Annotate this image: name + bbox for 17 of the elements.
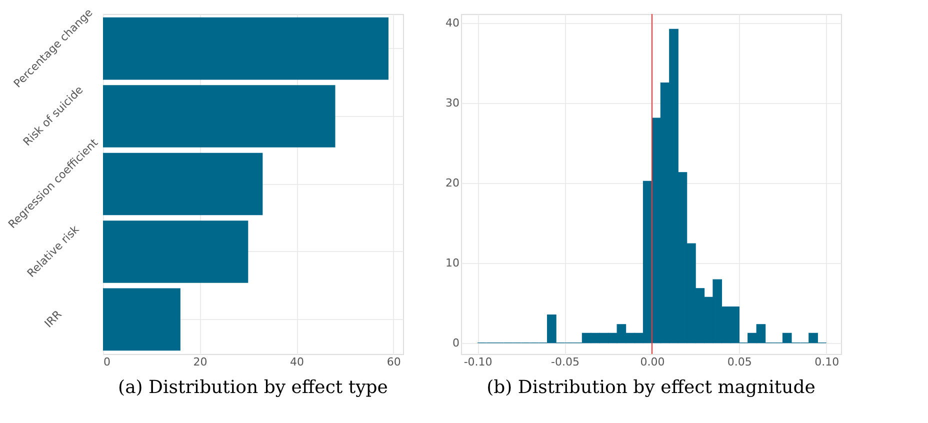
x-tick-label: 40 (290, 356, 304, 368)
x-tick-label: 0 (104, 356, 110, 368)
x-tick-label: -0.10 (464, 356, 492, 368)
y-tick-label: 40 (446, 16, 460, 30)
y-tick-label: 10 (446, 256, 460, 270)
x-tick-label: 0.10 (814, 356, 840, 368)
x-tick-label: 60 (386, 356, 401, 368)
x-tick-label: 0.00 (640, 356, 665, 368)
text: (b) Distribution by effect magnitude (486, 377, 816, 398)
y-tick-label: 30 (446, 96, 460, 110)
text: (a) Distribution by effect type (118, 377, 388, 398)
y-tick-label: IRR (42, 308, 65, 330)
x-tick-label: -0.05 (551, 356, 580, 368)
x-tick-label: 20 (193, 356, 208, 368)
x-tick-label: 0.05 (727, 356, 752, 368)
y-tick-label: 20 (446, 176, 460, 190)
y-tick-label: 0 (452, 336, 460, 350)
